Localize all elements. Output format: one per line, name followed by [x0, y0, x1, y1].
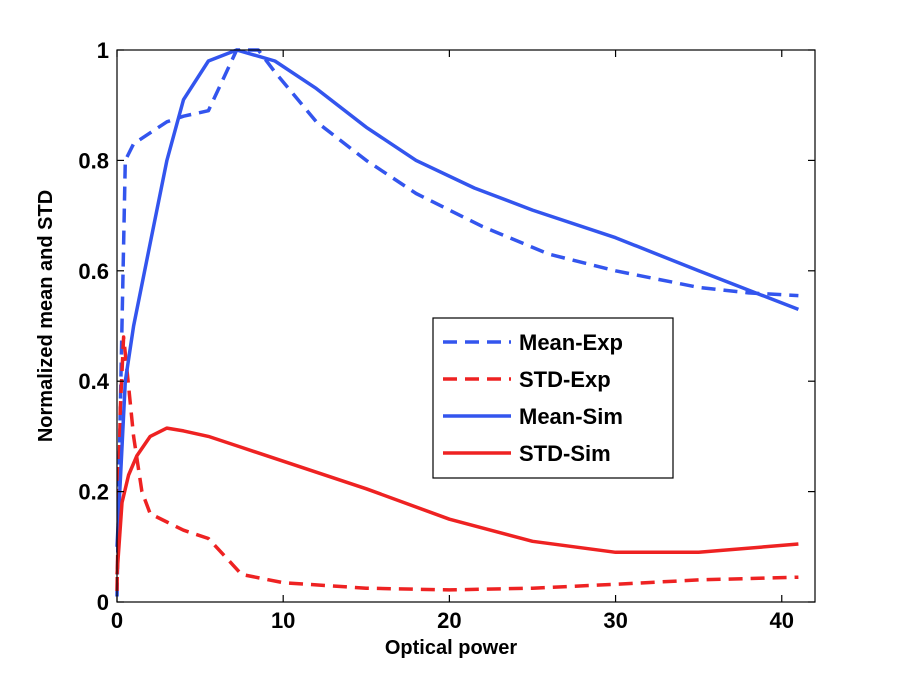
x-tick-label: 0: [111, 608, 123, 633]
legend-label-std-sim: STD-Sim: [519, 441, 611, 466]
y-tick-label: 0.8: [78, 148, 109, 173]
legend-label-std-exp: STD-Exp: [519, 367, 611, 392]
x-tick-label: 30: [603, 608, 627, 633]
plot-area: [115, 48, 800, 597]
legend-label-mean-sim: Mean-Sim: [519, 404, 623, 429]
x-tick-label: 20: [437, 608, 461, 633]
y-tick-label: 0.2: [78, 480, 109, 505]
series-line-mean-exp: [115, 48, 799, 597]
y-tick-label: 0: [97, 590, 109, 615]
legend-label-mean-exp: Mean-Exp: [519, 330, 623, 355]
y-tick-label: 0.6: [78, 259, 109, 284]
x-tick-label: 10: [271, 608, 295, 633]
axes-frame: [116, 49, 816, 603]
series-line-mean-sim: [115, 48, 800, 547]
y-tick-label: 0.4: [78, 369, 109, 394]
y-axis-label: Normalized mean and STD: [35, 190, 57, 442]
series-line-std-sim: [115, 426, 799, 575]
x-axis-label: Optical power: [385, 637, 517, 659]
axes: 0 10 20 30 40 0 0.2 0.4 0.6 0.8 1 Optical power Norm…: [35, 38, 816, 659]
legend: Mean-Exp STD-Exp Mean-Sim STD-Sim: [432, 317, 674, 479]
x-tick-label: 40: [770, 608, 794, 633]
y-tick-label: 1: [97, 38, 109, 63]
